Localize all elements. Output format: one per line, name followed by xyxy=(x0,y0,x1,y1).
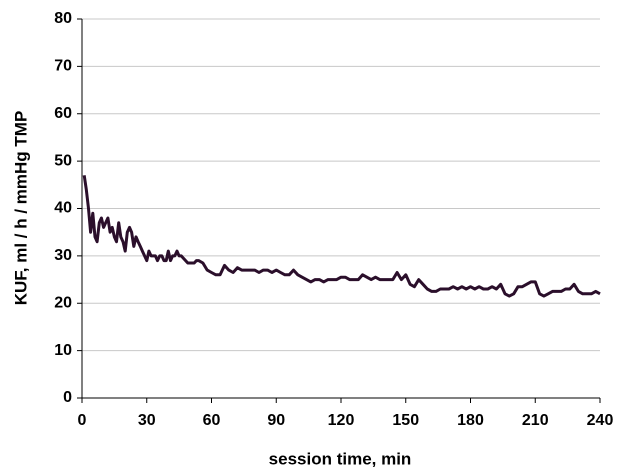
x-tick-label: 120 xyxy=(328,412,355,429)
x-tick-label: 90 xyxy=(267,412,285,429)
y-tick-label: 20 xyxy=(54,294,72,311)
x-axis-title: session time, min xyxy=(269,449,412,468)
x-tick-label: 60 xyxy=(203,412,221,429)
y-axis-title: KUF, ml / h / mmHg TMP xyxy=(11,111,30,306)
x-tick-label: 30 xyxy=(138,412,156,429)
y-tick-label: 0 xyxy=(63,389,72,406)
x-tick-label: 180 xyxy=(457,412,484,429)
y-tick-label: 80 xyxy=(54,10,72,27)
x-tick-label: 240 xyxy=(587,412,614,429)
line xyxy=(82,175,601,298)
y-tick-label: 10 xyxy=(54,342,72,359)
y-tick-label: 40 xyxy=(54,200,72,217)
x-tick-label: 150 xyxy=(392,412,419,429)
y-tick-label: 30 xyxy=(54,247,72,264)
y-tick-label: 50 xyxy=(54,152,72,169)
y-tick-label: 60 xyxy=(54,105,72,122)
x-tick-label: 0 xyxy=(78,412,87,429)
y-tick-label: 70 xyxy=(54,58,72,75)
x-tick-label: 210 xyxy=(522,412,549,429)
